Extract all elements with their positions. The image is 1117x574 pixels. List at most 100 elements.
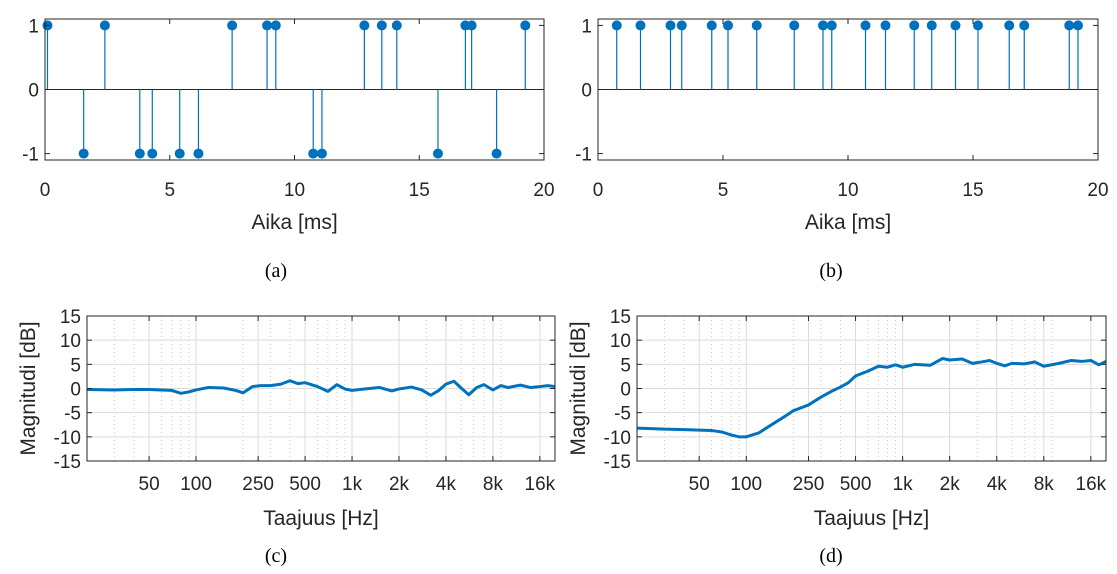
y-tick-label: 0: [70, 380, 81, 401]
y-tick-label: -1: [575, 145, 592, 166]
series: [611, 20, 1083, 90]
y-tick-label: -15: [604, 452, 631, 473]
x-tick-label: 5: [718, 180, 729, 201]
stem-marker: [880, 20, 891, 31]
x-tick-label: 2k: [940, 474, 961, 495]
x-tick-label: 1k: [893, 474, 914, 495]
stem-marker: [973, 20, 983, 31]
x-tick-label: 0: [40, 180, 51, 201]
y-tick-label: -15: [54, 452, 81, 473]
y-tick-label: 10: [60, 331, 81, 352]
x-tick-label: 50: [139, 474, 160, 495]
panel-caption: (c): [265, 545, 287, 567]
stem-marker: [751, 20, 762, 31]
series: [86, 379, 556, 397]
stem-marker: [818, 20, 828, 31]
stem-marker: [635, 20, 646, 31]
y-tick-label: -5: [614, 404, 631, 425]
stem-marker: [147, 148, 158, 159]
panel-caption: (d): [819, 545, 842, 567]
x-tick-label: 100: [730, 474, 762, 495]
x-tick-label: 250: [793, 474, 825, 495]
y-tick-label: 1: [28, 16, 39, 37]
stem-marker: [376, 20, 387, 31]
y-tick-labels: -15 -10 -5 0 5 10 15: [604, 307, 1106, 473]
y-tick-label: 5: [70, 355, 81, 376]
stem-marker: [789, 20, 800, 31]
stem-marker: [611, 20, 622, 31]
x-axis-label: Aika [ms]: [251, 211, 337, 234]
x-tick-label: 0: [593, 180, 604, 201]
stem-marker: [227, 20, 238, 31]
stem-marker: [308, 148, 319, 159]
stem-marker: [860, 20, 871, 31]
stem-marker: [78, 148, 89, 159]
y-tick-label: 0: [620, 380, 631, 401]
magnitude-line: [636, 357, 1107, 439]
stem-marker: [520, 20, 531, 31]
y-tick-labels: -1 0 1: [575, 16, 1098, 166]
y-tick-labels: -1 0 1: [22, 16, 544, 166]
stem-marker: [676, 20, 687, 31]
stem-marker: [262, 20, 273, 31]
x-tick-labels: 0 5 10 15 20: [593, 19, 1109, 201]
stem-marker: [723, 20, 733, 31]
y-tick-label: 15: [610, 307, 631, 328]
x-tick-label: 100: [180, 474, 212, 495]
stem-marker: [909, 20, 920, 31]
stem-marker: [706, 20, 717, 31]
panel-c: 50 100 250 500 1k 2k 4k 8k 16k -15 -10 -5 0 5 10 15 Taaj…: [17, 307, 556, 567]
x-tick-label: 5: [164, 180, 175, 201]
stem-marker: [1019, 20, 1030, 31]
panel-d: 50 100 250 500 1k 2k 4k 8k 16k -15 -10 -5 0 5 10 15 Taaj…: [567, 307, 1107, 567]
x-tick-label: 10: [284, 180, 305, 201]
x-tick-labels: 0 5 10 15 20: [40, 19, 555, 201]
x-tick-label: 50: [689, 474, 710, 495]
x-tick-label: 250: [242, 474, 274, 495]
stem-marker: [99, 20, 110, 31]
magnitude-line: [86, 379, 556, 397]
stem-marker: [134, 148, 145, 159]
x-tick-label: 16k: [1076, 474, 1107, 495]
x-tick-label: 1k: [342, 474, 363, 495]
x-tick-label: 20: [1087, 180, 1108, 201]
x-tick-label: 500: [840, 474, 872, 495]
y-tick-labels: -15 -10 -5 0 5 10 15: [54, 307, 555, 473]
y-tick-label: 0: [28, 81, 39, 102]
x-tick-label: 10: [837, 180, 858, 201]
stem-marker: [665, 20, 676, 31]
x-tick-label: 500: [289, 474, 321, 495]
x-tick-label: 15: [962, 180, 983, 201]
x-tick-label: 2k: [389, 474, 410, 495]
stem-marker: [270, 20, 281, 31]
stem-marker: [174, 148, 185, 159]
y-tick-label: -10: [604, 428, 631, 449]
y-tick-label: 15: [60, 307, 81, 328]
y-tick-label: 5: [620, 355, 631, 376]
stem-marker: [193, 148, 204, 159]
y-tick-label: -5: [64, 404, 81, 425]
stem-marker: [316, 148, 327, 159]
panel-caption: (a): [265, 260, 287, 282]
x-tick-label: 15: [409, 180, 430, 201]
stem-marker: [1073, 20, 1083, 31]
y-tick-label: 10: [610, 331, 631, 352]
x-axis-label: Taajuus [Hz]: [263, 507, 379, 530]
y-axis-label: Magnitudi [dB]: [567, 321, 590, 455]
stem-marker: [391, 20, 402, 31]
y-axis-label: Magnitudi [dB]: [17, 321, 40, 455]
x-tick-label: 8k: [1034, 474, 1055, 495]
y-tick-label: 0: [581, 81, 592, 102]
stem-marker: [491, 148, 502, 159]
stem-marker: [1064, 20, 1075, 31]
y-tick-label: -10: [54, 428, 81, 449]
x-axis-label: Aika [ms]: [805, 211, 891, 234]
x-tick-labels: 50 100 250 500 1k 2k 4k 8k 16k: [139, 316, 556, 495]
x-tick-label: 4k: [987, 474, 1008, 495]
stem-marker: [466, 20, 477, 31]
y-tick-label: 1: [581, 16, 592, 37]
stem-marker: [926, 20, 937, 31]
